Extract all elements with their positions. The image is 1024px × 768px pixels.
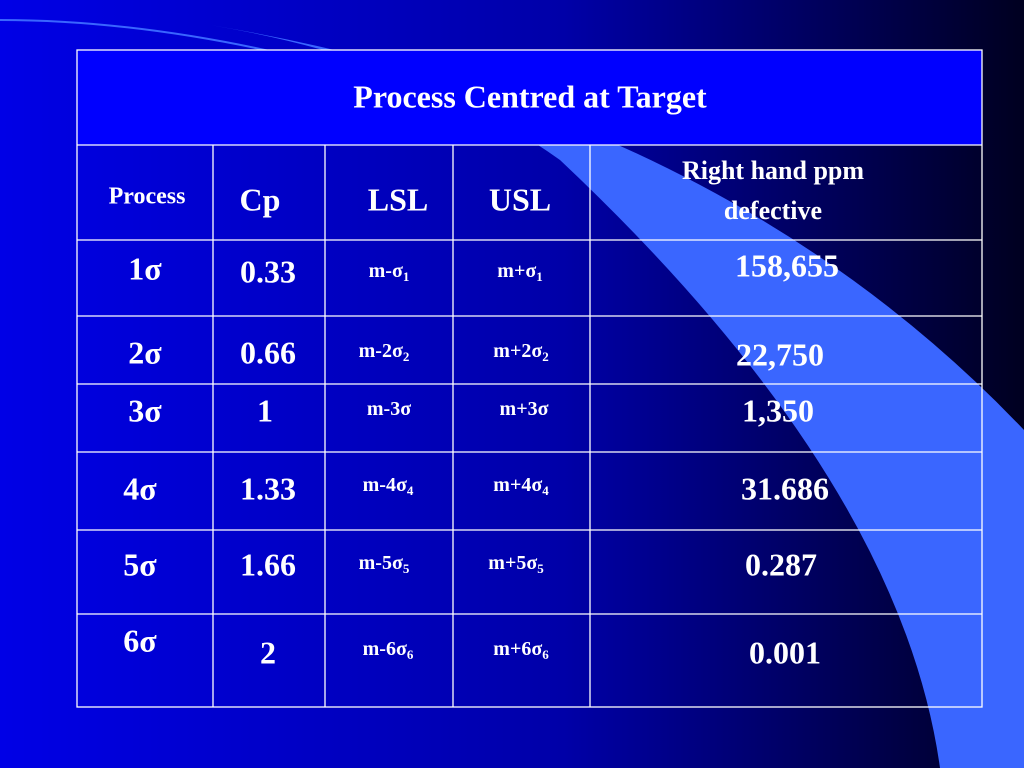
- subscript: 1: [403, 269, 410, 284]
- ppm-cell: 158,655: [735, 247, 839, 283]
- column-header: Right hand ppm: [682, 156, 864, 185]
- formula-cell: m-4σ4: [363, 474, 414, 498]
- cp-cell: 1.33: [240, 470, 296, 506]
- cp-cell: 2: [260, 634, 276, 670]
- formula: m+σ: [497, 260, 536, 282]
- subscript: 6: [407, 647, 414, 662]
- process-cell: 4σ: [123, 470, 157, 506]
- formula: m-5σ: [359, 552, 403, 574]
- subscript: 4: [407, 483, 414, 498]
- column-header: USL: [489, 181, 551, 217]
- column-header: defective: [724, 196, 822, 225]
- ppm-cell: 31.686: [741, 470, 829, 506]
- process-cell: 3σ: [128, 392, 162, 428]
- formula-cell: m+5σ5: [488, 552, 544, 576]
- formula-cell: m-3σ: [367, 398, 411, 420]
- formula: m+6σ: [493, 638, 542, 660]
- formula-cell: m+4σ4: [493, 474, 549, 498]
- formula-cell: m-5σ5: [359, 552, 410, 576]
- subscript: 2: [542, 349, 549, 364]
- process-cell: 1σ: [128, 250, 162, 286]
- table-border: [76, 49, 983, 708]
- formula: m-6σ: [363, 638, 407, 660]
- ppm-cell: 1,350: [742, 392, 814, 428]
- ppm-cell: 22,750: [736, 336, 824, 372]
- cp-cell: 0.33: [240, 253, 296, 289]
- formula: m-4σ: [363, 474, 407, 496]
- cp-cell: 0.66: [240, 334, 296, 370]
- formula: m-σ: [369, 260, 403, 282]
- subscript: 4: [542, 483, 549, 498]
- process-cell: 5σ: [123, 546, 157, 582]
- subscript: 6: [542, 647, 549, 662]
- formula-cell: m-σ1: [369, 260, 410, 284]
- formula-cell: m-6σ6: [363, 638, 414, 662]
- cp-cell: 1: [257, 392, 273, 428]
- formula: m+3σ: [500, 398, 549, 420]
- formula-cell: m+2σ2: [493, 340, 548, 364]
- formula: m-3σ: [367, 398, 411, 420]
- column-header: Cp: [240, 181, 281, 217]
- ppm-cell: 0.287: [745, 546, 817, 582]
- swoosh: [210, 25, 1024, 768]
- subscript: 1: [536, 269, 543, 284]
- column-header: LSL: [368, 181, 428, 217]
- formula: m+2σ: [493, 340, 542, 362]
- table-title: Process Centred at Target: [353, 78, 707, 114]
- formula-cell: m+3σ: [500, 398, 549, 420]
- subscript: 2: [403, 349, 410, 364]
- formula-cell: m-2σ2: [359, 340, 410, 364]
- title-row: [77, 50, 982, 145]
- subscript: 5: [403, 561, 410, 576]
- formula: m+4σ: [493, 474, 542, 496]
- cp-cell: 1.66: [240, 546, 296, 582]
- subscript: 5: [537, 561, 544, 576]
- ppm-cell: 0.001: [749, 634, 821, 670]
- table-grid: [76, 49, 983, 708]
- column-header: Process: [109, 184, 186, 210]
- formula: m+5σ: [488, 552, 537, 574]
- formula-cell: m+6σ6: [493, 638, 549, 662]
- formula-cell: m+σ1: [497, 260, 542, 284]
- process-cell: 6σ: [123, 622, 157, 658]
- process-cell: 2σ: [128, 334, 162, 370]
- formula: m-2σ: [359, 340, 403, 362]
